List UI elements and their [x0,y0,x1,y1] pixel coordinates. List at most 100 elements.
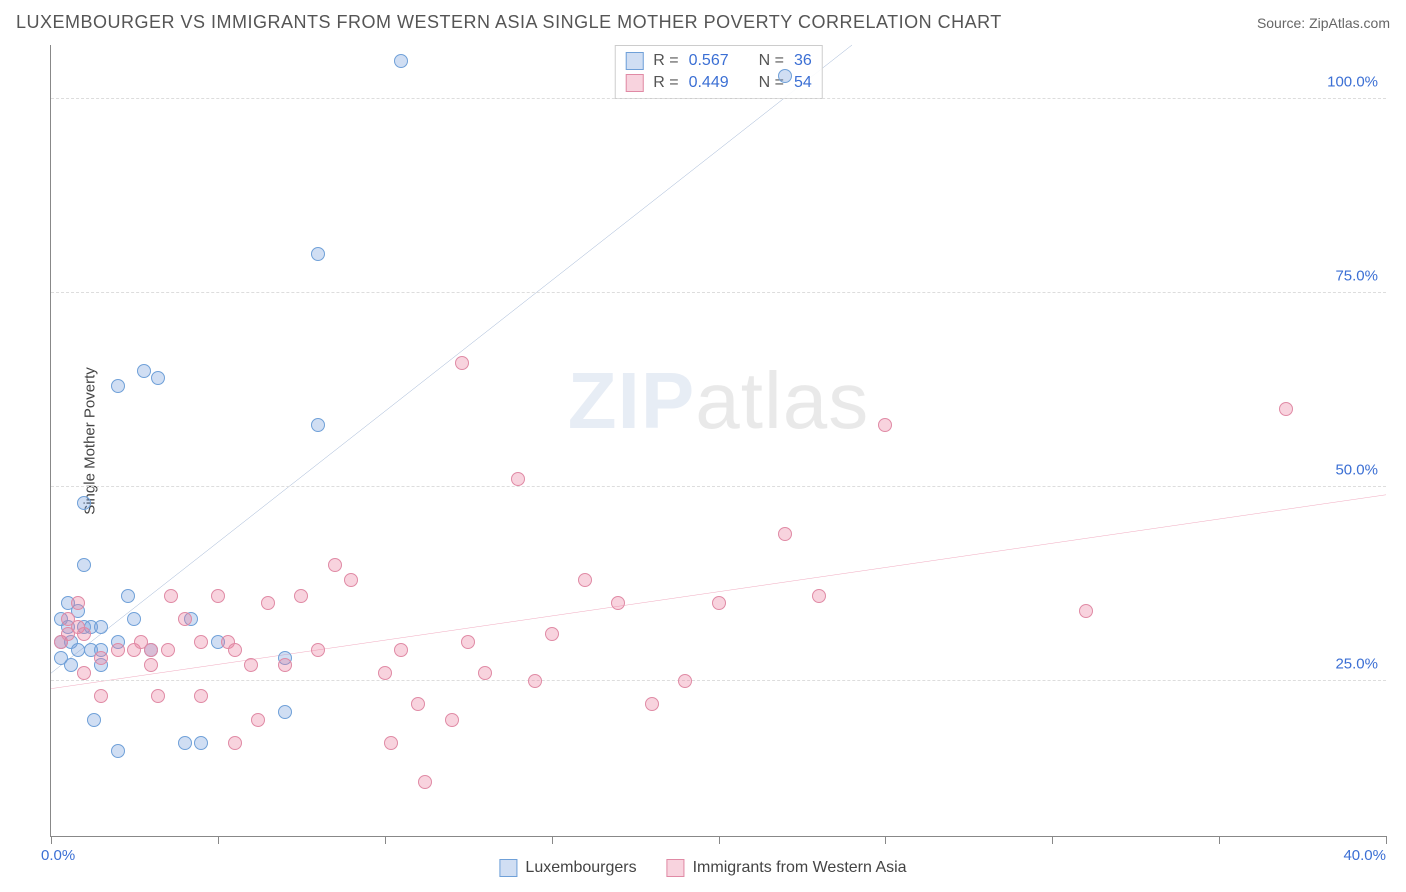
scatter-point [678,674,692,688]
scatter-point [455,356,469,370]
legend-item: Immigrants from Western Asia [667,859,907,877]
scatter-point [77,558,91,572]
legend-label: Luxembourgers [525,859,636,877]
chart-title: LUXEMBOURGER VS IMMIGRANTS FROM WESTERN … [16,12,1002,33]
scatter-point [384,736,398,750]
scatter-point [344,573,358,587]
scatter-point [127,612,141,626]
scatter-point [228,643,242,657]
x-tick [1052,836,1053,844]
scatter-point [478,666,492,680]
scatter-point [294,589,308,603]
x-axis-min-label: 0.0% [41,847,75,864]
scatter-point [278,705,292,719]
x-tick [1386,836,1387,844]
plot-area: Single Mother Poverty ZIPatlas R = 0.567 N… [50,45,1386,837]
scatter-point [77,627,91,641]
x-tick [218,836,219,844]
scatter-point [151,371,165,385]
x-tick [385,836,386,844]
r-label: R = [653,74,678,92]
legend-item: Luxembourgers [499,859,636,877]
n-value: 36 [794,52,812,70]
scatter-point [137,364,151,378]
scatter-point [144,658,158,672]
x-axis-max-label: 40.0% [1343,847,1386,864]
scatter-point [111,744,125,758]
y-tick-label: 100.0% [1327,74,1378,91]
scatter-point [394,54,408,68]
bottom-legend: Luxembourgers Immigrants from Western Asi… [499,859,906,877]
legend-swatch [499,859,517,877]
scatter-point [411,697,425,711]
scatter-point [111,379,125,393]
r-value: 0.449 [689,74,729,92]
scatter-point [311,247,325,261]
scatter-point [528,674,542,688]
scatter-point [94,620,108,634]
x-tick [719,836,720,844]
scatter-point [194,689,208,703]
scatter-point [712,596,726,610]
scatter-point [311,643,325,657]
scatter-point [77,666,91,680]
scatter-point [261,596,275,610]
r-value: 0.567 [689,52,729,70]
gridline [51,98,1386,99]
source-label: Source: ZipAtlas.com [1257,15,1390,31]
scatter-point [94,651,108,665]
scatter-point [578,573,592,587]
scatter-point [812,589,826,603]
scatter-point [511,472,525,486]
scatter-point [144,643,158,657]
scatter-point [77,496,91,510]
y-axis-label: Single Mother Poverty [81,367,98,515]
legend-label: Immigrants from Western Asia [693,859,907,877]
y-tick-label: 50.0% [1335,462,1378,479]
x-tick [885,836,886,844]
scatter-point [1279,402,1293,416]
scatter-point [645,697,659,711]
scatter-point [461,635,475,649]
scatter-point [611,596,625,610]
scatter-point [94,689,108,703]
scatter-point [194,736,208,750]
scatter-point [111,643,125,657]
y-tick-label: 25.0% [1335,655,1378,672]
scatter-point [778,527,792,541]
legend-swatch [625,52,643,70]
n-label: N = [759,52,784,70]
x-tick [1219,836,1220,844]
n-value: 54 [794,74,812,92]
scatter-point [311,418,325,432]
y-tick-label: 75.0% [1335,268,1378,285]
scatter-point [445,713,459,727]
scatter-point [378,666,392,680]
scatter-point [178,736,192,750]
gridline [51,292,1386,293]
scatter-point [545,627,559,641]
scatter-point [64,658,78,672]
trend-line [51,45,852,673]
scatter-point [194,635,208,649]
scatter-point [164,589,178,603]
x-tick [552,836,553,844]
scatter-point [178,612,192,626]
scatter-point [244,658,258,672]
scatter-point [121,589,135,603]
scatter-point [328,558,342,572]
scatter-point [418,775,432,789]
scatter-point [87,713,101,727]
scatter-point [394,643,408,657]
scatter-point [1079,604,1093,618]
legend-swatch [625,74,643,92]
r-label: R = [653,52,678,70]
scatter-point [151,689,165,703]
scatter-point [278,658,292,672]
watermark: ZIPatlas [568,355,869,447]
gridline [51,486,1386,487]
x-tick [51,836,52,844]
gridline [51,680,1386,681]
scatter-point [71,643,85,657]
scatter-point [211,589,225,603]
